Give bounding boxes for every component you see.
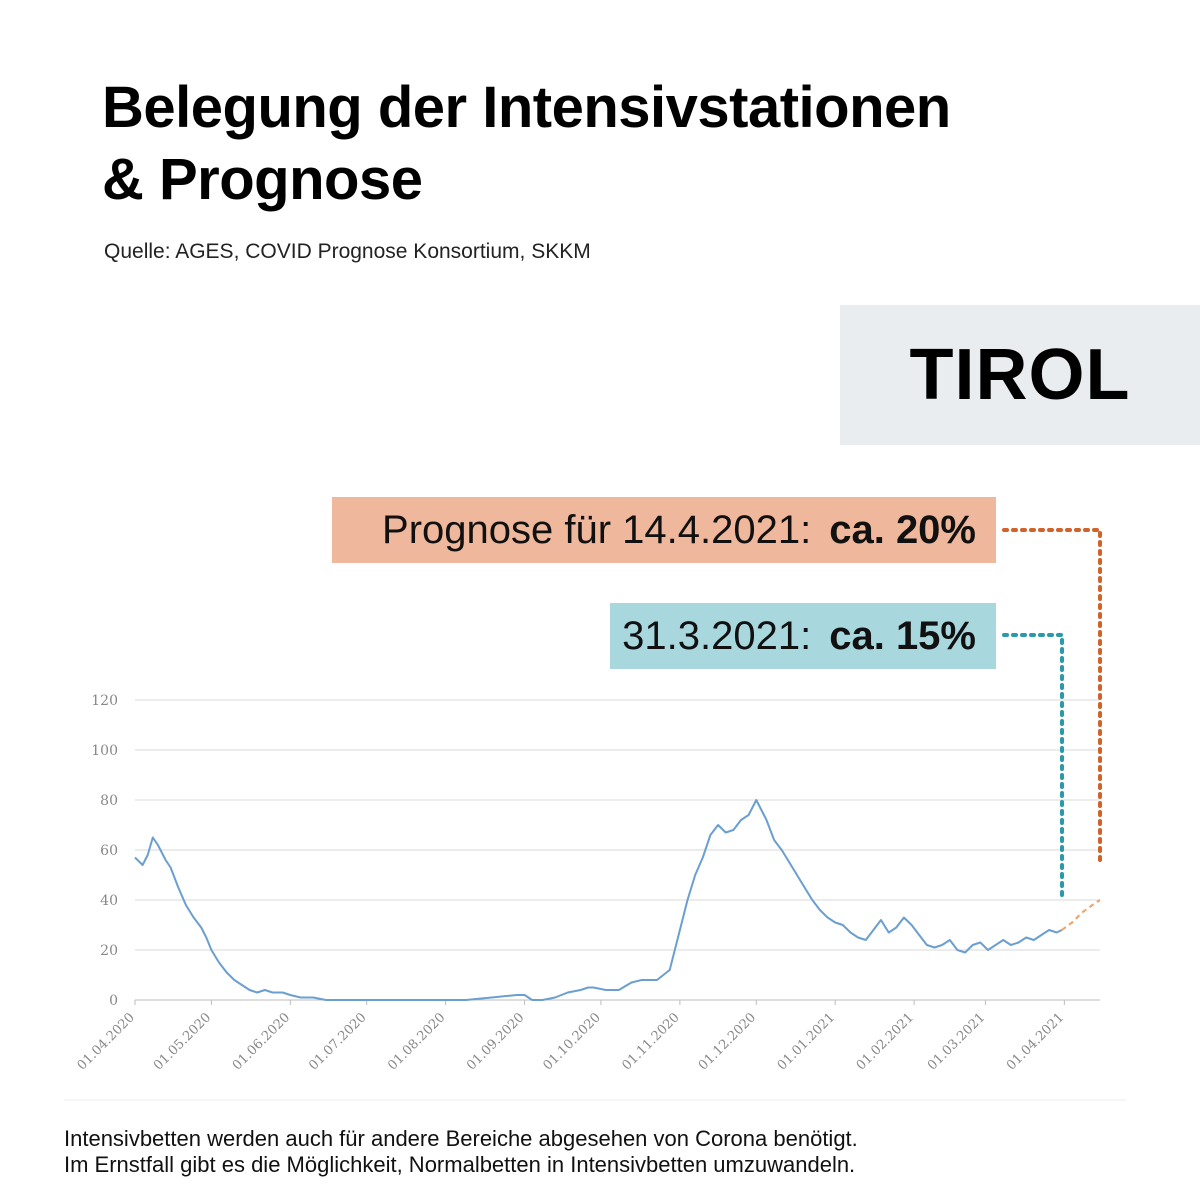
x-tick-label: 01.09.2020 — [464, 1010, 527, 1073]
footnote-line-1: Intensivbetten werden auch für andere Be… — [64, 1126, 858, 1151]
x-tick-label: 01.04.2020 — [75, 1010, 138, 1073]
forecast-badge: Prognose für 14.4.2021: ca. 20% — [332, 497, 996, 563]
x-tick-label: 01.10.2020 — [541, 1010, 604, 1073]
x-tick-label: 01.02.2021 — [854, 1010, 917, 1073]
y-tick-label: 80 — [100, 793, 118, 809]
x-tick-label: 01.07.2020 — [306, 1010, 369, 1073]
footnote: Intensivbetten werden auch für andere Be… — [64, 1126, 858, 1178]
x-tick-label: 01.06.2020 — [230, 1010, 293, 1073]
source-note: Quelle: AGES, COVID Prognose Konsortium,… — [104, 240, 591, 263]
y-tick-label: 100 — [91, 743, 118, 759]
y-tick-label: 20 — [100, 943, 118, 959]
x-tick-label: 01.03.2021 — [925, 1010, 988, 1073]
page-title: Belegung der Intensivstationen & Prognos… — [102, 72, 1102, 216]
y-tick-label: 120 — [91, 693, 118, 709]
y-tick-label: 40 — [100, 893, 118, 909]
series-line-belegung — [134, 799, 1063, 1001]
region-box: TIROL — [840, 305, 1200, 445]
current-badge: 31.3.2021: ca. 15% — [610, 603, 996, 669]
x-tick-label: 01.11.2020 — [619, 1010, 682, 1073]
region-label: TIROL — [909, 335, 1131, 415]
forecast-connector-line — [1002, 528, 1102, 864]
current-badge-value: ca. 15% — [829, 613, 976, 658]
forecast-badge-value: ca. 20% — [829, 507, 976, 552]
y-tick-label: 60 — [100, 843, 118, 859]
current-badge-label: 31.3.2021: — [622, 613, 812, 658]
x-tick-label: 01.05.2020 — [151, 1010, 214, 1073]
forecast-badge-label: Prognose für 14.4.2021: — [382, 507, 812, 552]
y-tick-label: 0 — [109, 993, 118, 1009]
page-title-line-1: Belegung der Intensivstationen — [102, 75, 951, 140]
series-line-prognose — [1061, 899, 1101, 931]
footnote-line-2: Im Ernstfall gibt es die Möglichkeit, No… — [64, 1152, 856, 1177]
page-title-line-2: & Prognose — [102, 147, 423, 212]
x-tick-label: 01.04.2021 — [1004, 1010, 1067, 1073]
current-connector-line — [1002, 633, 1064, 897]
x-tick-label: 01.08.2020 — [385, 1010, 448, 1073]
x-tick-label: 01.01.2021 — [775, 1010, 838, 1073]
x-tick-label: 01.12.2020 — [696, 1010, 759, 1073]
